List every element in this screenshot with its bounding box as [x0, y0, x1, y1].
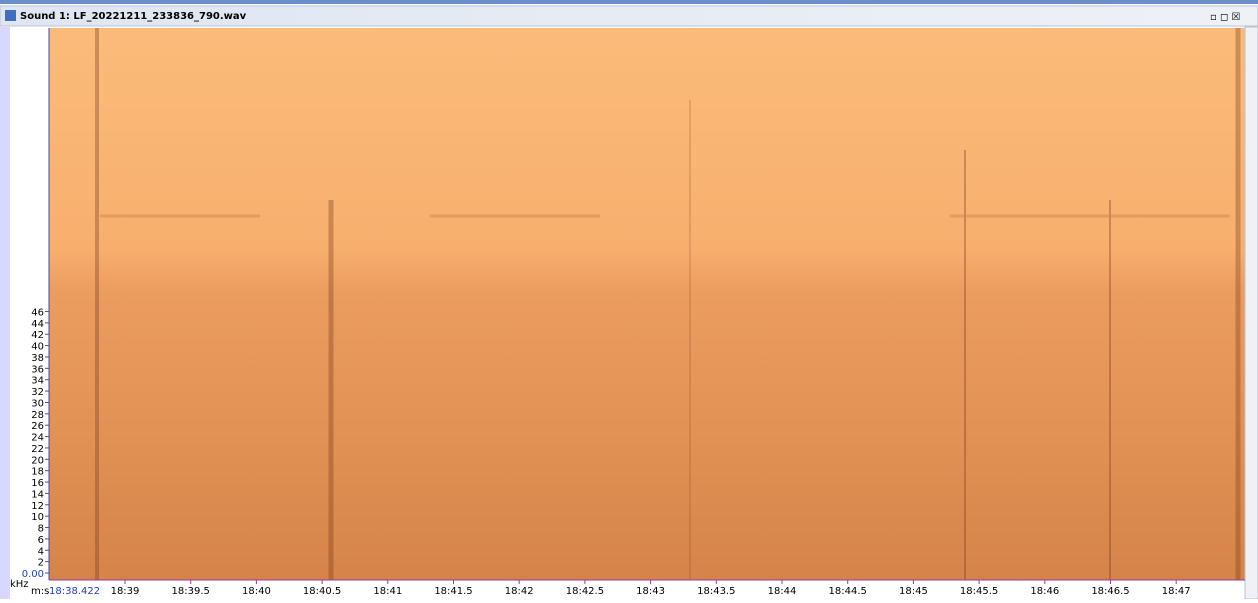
- page: {"window":{"title":"Sound 1: LF_20221211…: [0, 0, 1258, 599]
- x-tick-label: 18:44: [768, 586, 797, 597]
- x-tick-label: 18:45.5: [960, 586, 998, 597]
- y-tick-label: 6: [38, 535, 44, 546]
- x-tick-label: 18:41.5: [434, 586, 472, 597]
- x-tick-label: 18:46: [1030, 586, 1059, 597]
- y-tick-label: 0.00: [22, 569, 44, 580]
- y-tick-label: 34: [31, 376, 44, 387]
- x-tick-label: 18:41: [373, 586, 402, 597]
- window-icon[interactable]: [5, 10, 16, 21]
- y-tick-label: 26: [31, 421, 44, 432]
- y-tick-label: 18: [31, 467, 44, 478]
- y-tick-label: 30: [31, 398, 44, 409]
- y-tick-label: 8: [38, 524, 44, 535]
- x-start-label: 18:38.422: [49, 586, 100, 597]
- y-tick-label: 16: [31, 478, 44, 489]
- y-tick-label: 40: [31, 342, 44, 353]
- y-tick-label: 2: [38, 558, 44, 569]
- y-tick-label: 4: [38, 546, 44, 557]
- x-unit: m:s: [31, 586, 49, 597]
- x-tick-label: 18:46.5: [1091, 586, 1129, 597]
- x-tick-label: 18:42.5: [566, 586, 604, 597]
- top-bar: [0, 0, 1258, 4]
- x-tick-label: 18:39.5: [172, 586, 210, 597]
- y-tick-label: 22: [31, 444, 44, 455]
- x-tick-label: 18:43: [636, 586, 665, 597]
- y-tick-label: 28: [31, 410, 44, 421]
- spectrogram-window: Sound 1: LF_20221211_233836_790.wav ▫ ◻ …: [0, 0, 1258, 599]
- x-tick-label: 18:40: [242, 586, 271, 597]
- y-tick-label: 10: [31, 512, 44, 523]
- y-tick-label: 36: [31, 364, 44, 375]
- y-tick-label: 14: [31, 489, 44, 500]
- scrollbar[interactable]: [1245, 27, 1258, 599]
- y-tick-label: 32: [31, 387, 44, 398]
- x-tick-label: 18:39: [111, 586, 140, 597]
- y-tick-label: 44: [31, 319, 44, 330]
- y-tick-label: 42: [31, 330, 44, 341]
- y-tick-label: 46: [31, 307, 44, 318]
- x-tick-label: 18:40.5: [303, 586, 341, 597]
- x-tick-label: 18:45: [899, 586, 928, 597]
- x-tick-label: 18:43.5: [697, 586, 735, 597]
- y-tick-label: 24: [31, 433, 44, 444]
- spectrogram: [49, 28, 1245, 580]
- x-tick-label: 18:47: [1162, 586, 1191, 597]
- y-unit: kHz: [10, 579, 29, 590]
- y-tick-label: 20: [31, 455, 44, 466]
- x-tick-label: 18:44.5: [829, 586, 867, 597]
- y-tick-label: 38: [31, 353, 44, 364]
- window-title: Sound 1: LF_20221211_233836_790.wav: [20, 11, 247, 22]
- y-tick-label: 12: [31, 501, 44, 512]
- left-margin: [0, 27, 10, 599]
- x-tick-label: 18:42: [505, 586, 534, 597]
- window-controls[interactable]: ▫ ◻ ☒: [1210, 12, 1240, 23]
